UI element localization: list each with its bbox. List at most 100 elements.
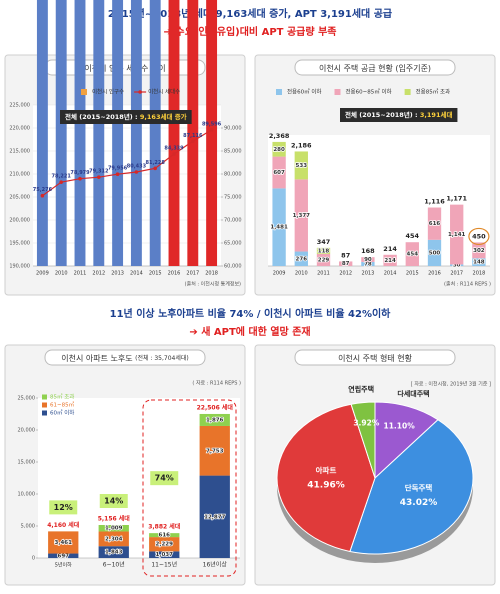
panel-title: 이천시 아파트 노후도 (전체 : 35,704세대): [61, 353, 188, 363]
y-tick-label: 10,000: [18, 492, 36, 498]
total-label: 1,171: [446, 195, 467, 203]
source: ( 자료 : R114 REPS ): [192, 380, 241, 387]
panel-title-text: 이천시 주택 공급 현황 (입주기준): [319, 63, 431, 73]
y-tick-label: 190,000: [9, 264, 30, 270]
y-tick-label: 200,000: [9, 218, 30, 224]
y-tick-label: 220,000: [9, 126, 30, 132]
value-label: 2,229: [156, 542, 174, 548]
value-label: 1,876: [206, 417, 224, 423]
value-label: 75,276: [33, 187, 53, 193]
value-label: 500: [429, 250, 441, 256]
value-label: 7,753: [206, 448, 224, 454]
value-label: 280: [273, 147, 285, 153]
bar: [112, 0, 123, 266]
annotation-label: 전체 (2015~2018년) :: [65, 112, 138, 121]
x-tick-label: 11~15년: [151, 561, 177, 569]
legend-label: 85㎡ 초과: [50, 393, 74, 401]
line-point: [78, 177, 82, 181]
legend-swatch: [42, 411, 47, 416]
y2-tick-label: 65,000: [224, 241, 242, 247]
x-tick-label: 2016: [428, 271, 441, 277]
total-label: 450: [472, 232, 486, 240]
value-label: 697: [58, 553, 70, 559]
legend-swatch: [276, 89, 282, 95]
value-label: 89,596: [202, 121, 222, 127]
bar: [150, 0, 161, 266]
ratio-label: 74%: [155, 474, 174, 483]
total-label: 4,160 세대: [47, 521, 80, 529]
value-label: 229: [318, 258, 330, 264]
x-tick-label: 6~10년: [103, 561, 125, 569]
annotation: 전체 (2015~2018년) : 9,163세대 증가: [65, 112, 187, 121]
line-point: [135, 170, 139, 174]
pie-value-label: 11.10%: [383, 422, 415, 431]
ratio-label: 14%: [104, 497, 123, 506]
legend-swatch: [42, 395, 47, 400]
pie-value-label: 3.92%: [353, 419, 380, 428]
total-label: 5,156 세대: [98, 515, 131, 523]
value-label: 87,116: [183, 133, 203, 139]
total-label: 1,116: [424, 198, 445, 206]
x-tick-label: 2011: [74, 271, 87, 277]
source: (출처 : 이천시청 통계정보): [185, 281, 241, 288]
legend-label: 전용60~85㎡ 이하: [346, 88, 392, 96]
x-tick-label: 5년이하: [55, 562, 72, 569]
value-label: 79,956: [108, 166, 128, 172]
value-label: 148: [473, 260, 485, 266]
x-tick-label: 2017: [450, 271, 463, 277]
bar: [37, 0, 48, 266]
total-label: 2,186: [291, 141, 312, 149]
bar: [206, 0, 217, 266]
legend-swatch: [405, 89, 411, 95]
value-label: 78,221: [52, 174, 72, 180]
y-tick-label: 25,000: [18, 396, 36, 402]
y-tick-label: 5,000: [21, 524, 35, 530]
value-label: 3,461: [55, 540, 73, 546]
value-label: 12,877: [204, 514, 225, 520]
y2-tick-label: 90,000: [224, 126, 242, 132]
line-point: [172, 152, 176, 156]
pie-value-label: 41.96%: [307, 480, 345, 490]
x-tick-label: 2009: [36, 271, 49, 277]
x-tick-label: 2011: [317, 271, 330, 277]
value-label: 1,141: [448, 232, 466, 238]
value-label: 302: [473, 248, 485, 254]
pie-category-label: 아파트: [316, 465, 337, 475]
legend-label: 이천시 세대수: [148, 88, 180, 96]
x-tick-label: 2014: [384, 271, 397, 277]
y-tick-label: 195,000: [9, 241, 30, 247]
legend-label: 전용85㎡ 초과: [416, 88, 451, 96]
y-tick-label: 210,000: [9, 172, 30, 178]
value-label: 80,433: [127, 164, 147, 170]
bar: [93, 0, 104, 266]
middle-title: 11년 이상 노후아파트 비율 74% / 이천시 아파트 비율 42%이하: [110, 307, 392, 320]
y2-tick-label: 75,000: [224, 195, 242, 201]
pie-value-label: 43.02%: [400, 498, 438, 508]
value-label: 533: [296, 163, 308, 169]
value-label: 84,339: [164, 146, 184, 152]
ratio-label: 12%: [54, 503, 73, 512]
y2-tick-label: 85,000: [224, 149, 242, 155]
total-label: 168: [361, 247, 375, 255]
legend-label: 이천시 인구수: [92, 88, 124, 96]
pie-category-label: 단독주택: [405, 482, 433, 492]
legend-swatch: [42, 403, 47, 408]
annotation-label: 전체 (2015~2018년) :: [345, 110, 418, 119]
y2-tick-label: 80,000: [224, 172, 242, 178]
legend-label: 전용60㎡ 이하: [287, 88, 322, 96]
value-label: 1,843: [105, 550, 123, 556]
value-label: 1,037: [156, 552, 174, 558]
line-point: [97, 175, 101, 179]
source: (출처 : R114 REPS ): [444, 281, 491, 288]
x-tick-label: 2018: [205, 271, 218, 277]
y-tick-label: 225,000: [9, 103, 30, 109]
x-tick-label: 2012: [92, 271, 105, 277]
total-label: 454: [406, 232, 420, 240]
y-tick-label: 215,000: [9, 149, 30, 155]
total-label: 214: [383, 245, 397, 253]
x-tick-label: 2010: [55, 271, 68, 277]
value-label: 78,979: [70, 170, 90, 176]
value-label: 1,377: [293, 213, 311, 219]
x-tick-label: 2014: [130, 271, 143, 277]
